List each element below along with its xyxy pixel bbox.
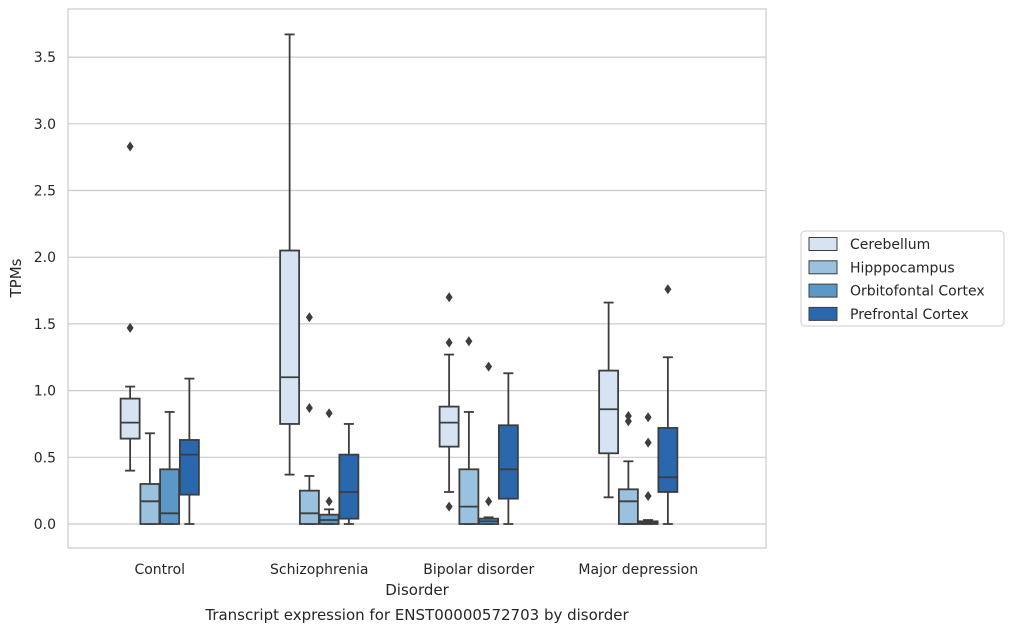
box-body — [119, 397, 141, 440]
y-axis-label: TPMs — [7, 258, 25, 298]
legend-swatch — [808, 260, 838, 275]
outlier-point — [644, 490, 652, 501]
box-body — [279, 249, 301, 425]
legend: Cerebellum Hipppocampus Orbitofontal Corte… — [800, 230, 1005, 327]
box — [617, 410, 639, 525]
legend-swatch — [808, 283, 838, 298]
outlier-point — [644, 412, 652, 423]
plot-frame — [67, 8, 767, 549]
box — [657, 284, 679, 525]
outlier-point — [644, 437, 652, 448]
outlier-point — [305, 402, 313, 413]
outlier-point — [445, 292, 453, 303]
box — [438, 292, 460, 512]
box-body — [598, 369, 620, 455]
y-tick-label: 1.0 — [34, 384, 56, 400]
box — [338, 423, 360, 525]
y-tick-label: 1.5 — [34, 317, 56, 333]
y-tick-label: 2.0 — [34, 250, 56, 266]
outlier-point — [664, 284, 672, 295]
box — [318, 408, 340, 525]
box — [139, 432, 161, 525]
box-body — [438, 405, 460, 448]
box-body — [497, 424, 519, 500]
box — [478, 361, 500, 525]
outlier-point — [624, 416, 632, 427]
y-tick-label: 2.5 — [34, 184, 56, 200]
outlier-point — [325, 408, 333, 419]
outlier-point — [325, 496, 333, 507]
figure-caption: Transcript expression for ENST0000057270… — [205, 606, 629, 624]
outlier-point — [126, 141, 134, 152]
y-tick-labels: 0.0 0.5 1.0 1.5 2.0 2.5 3.0 3.5 — [34, 50, 56, 533]
legend-frame — [800, 230, 1005, 327]
outlier-point — [485, 361, 493, 372]
box — [458, 336, 480, 525]
box-body — [617, 488, 639, 525]
outlier-point — [305, 312, 313, 323]
box — [119, 141, 141, 472]
box — [598, 301, 620, 499]
box — [497, 372, 519, 525]
x-tick-label: Control — [134, 562, 185, 578]
box — [159, 411, 181, 525]
y-tick-label: 3.0 — [34, 117, 56, 133]
box-body — [458, 468, 480, 525]
legend-swatch — [808, 237, 838, 251]
outlier-point — [624, 410, 632, 421]
legend-label: Prefrontal Cortex — [850, 307, 969, 323]
legend-label: Orbitofontal Cortex — [850, 284, 985, 300]
legend-swatch — [808, 306, 838, 321]
box-body — [338, 453, 360, 520]
legend-label: Hipppocampus — [850, 260, 955, 276]
x-tick-labels: Control Schizophrenia Bipolar disorder Majo… — [134, 562, 698, 578]
box-body — [298, 489, 320, 525]
outlier-point — [445, 501, 453, 512]
outlier-point — [126, 322, 134, 333]
box-body — [657, 427, 679, 493]
box — [178, 377, 200, 525]
box-body — [178, 439, 200, 496]
box-body — [159, 468, 181, 525]
outlier-point — [445, 337, 453, 348]
x-axis-label: Disorder — [385, 581, 449, 599]
x-tick-label: Schizophrenia — [270, 562, 368, 578]
y-tick-label: 0.0 — [34, 517, 56, 533]
box-groups — [119, 33, 679, 525]
box-body — [139, 483, 161, 525]
box — [279, 33, 301, 476]
x-tick-label: Major depression — [578, 562, 698, 578]
outlier-point — [465, 336, 473, 347]
x-tick-label: Bipolar disorder — [423, 562, 534, 578]
outlier-point — [485, 496, 493, 507]
legend-label: Cerebellum — [850, 237, 930, 253]
y-tick-label: 0.5 — [34, 450, 56, 466]
y-tick-label: 3.5 — [34, 50, 56, 66]
box — [298, 312, 320, 525]
box — [637, 412, 659, 525]
